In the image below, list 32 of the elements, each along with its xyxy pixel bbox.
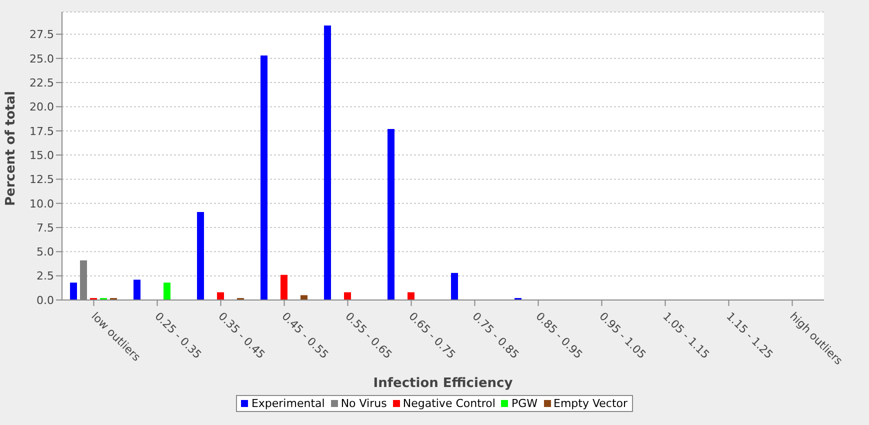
y-tick-label: 15.0	[30, 148, 54, 162]
y-tick-label: 10.0	[30, 197, 54, 210]
bar	[344, 292, 351, 300]
bar	[408, 292, 414, 300]
legend-label: Empty Vector	[552, 397, 628, 410]
bar	[197, 212, 204, 300]
bar	[280, 274, 288, 300]
bar	[164, 282, 170, 300]
legend-label: Negative Control	[402, 397, 496, 410]
y-tick-label: 27.5	[30, 28, 54, 42]
bar	[217, 292, 224, 300]
y-tick-label: 25.0	[30, 52, 54, 66]
bar	[300, 295, 308, 300]
legend-label: No Virus	[340, 397, 387, 410]
legend-label: Experimental	[250, 397, 325, 410]
bar	[70, 282, 77, 300]
bar	[324, 26, 331, 300]
y-tick-label: 2.5	[36, 270, 54, 283]
y-axis-title: Percent of total	[4, 91, 19, 206]
bar	[260, 55, 268, 300]
bar	[134, 280, 140, 300]
y-tick-label: 12.5	[30, 173, 54, 186]
y-tick-label: 0.0	[36, 294, 54, 307]
y-tick-label: 22.5	[30, 76, 54, 90]
legend-label: PGW	[510, 397, 538, 410]
bar	[388, 128, 394, 300]
y-tick-label: 7.5	[36, 221, 54, 234]
y-tick-label: 20.0	[30, 100, 54, 114]
x-axis-title: Infection Efficiency	[373, 376, 514, 391]
y-tick-label: 5.0	[36, 246, 54, 259]
y-tick-label: 17.5	[30, 124, 54, 138]
bar	[451, 272, 458, 300]
